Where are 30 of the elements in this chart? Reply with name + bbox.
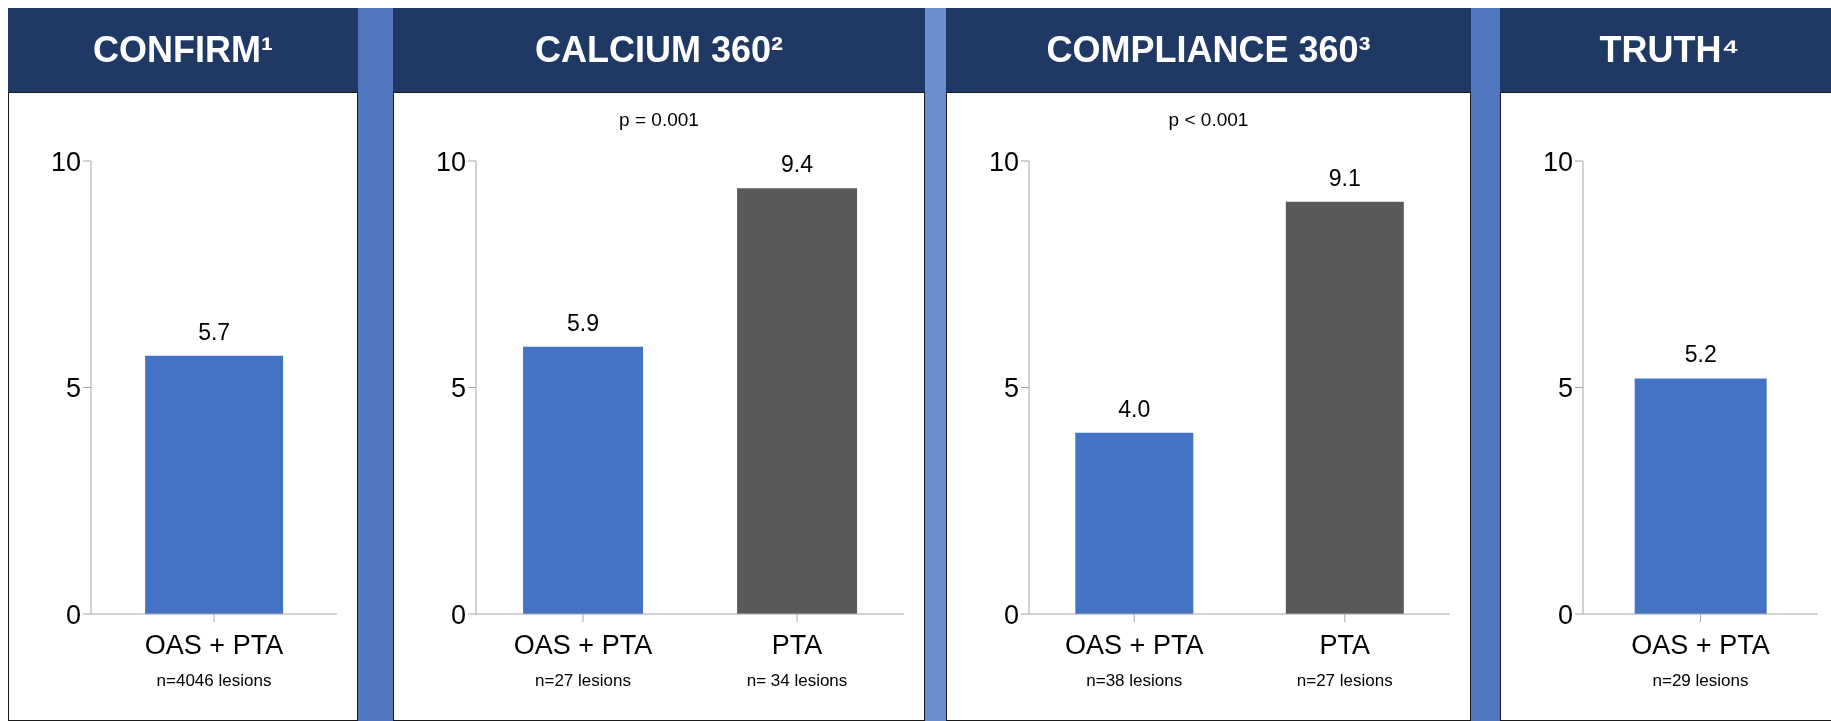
data-label: 5.2 — [1684, 341, 1717, 368]
text: p < 0.001 — [1167, 109, 1250, 131]
data-label: 9.4 — [781, 151, 814, 178]
x-tick-label: OAS + PTA n=4046 lesions — [144, 630, 284, 690]
x-tick-label: PTA n=27 lesions — [1296, 630, 1393, 690]
y-tick-label: 5 — [1557, 373, 1573, 404]
y-tick-label: 10 — [1542, 146, 1573, 177]
y-tick-label: 5 — [450, 373, 466, 404]
y-tick-label: 10 — [435, 146, 466, 177]
y-tick-label: 0 — [1557, 599, 1573, 630]
chart-title: TRUTH⁴ — [1500, 8, 1831, 92]
data-label: 4.0 — [1118, 395, 1151, 422]
x-tick-label: OAS + PTA n=38 lesions — [1065, 630, 1204, 690]
y-tick-label: 10 — [50, 146, 81, 177]
chart-title: COMPLIANCE 360³ — [946, 8, 1471, 92]
y-tick-label: 0 — [450, 599, 466, 630]
x-tick-label: OAS + PTA n=29 lesions — [1631, 630, 1770, 690]
y-tick-label: 5 — [65, 373, 81, 404]
x-tick-label: PTA n= 34 lesions — [746, 630, 848, 690]
y-tick-label: 0 — [65, 599, 81, 630]
data-label: 5.7 — [198, 318, 231, 345]
x-tick-label: OAS + PTA n=27 lesions — [513, 630, 653, 690]
y-tick-label: 0 — [1003, 599, 1019, 630]
data-label: 9.1 — [1328, 164, 1361, 191]
data-label: 5.9 — [567, 309, 600, 336]
text: p = 0.001 — [618, 109, 700, 131]
y-tick-label: 10 — [988, 146, 1019, 177]
chart-title: CONFIRM¹ — [8, 8, 358, 92]
chart-title: CALCIUM 360² — [393, 8, 925, 92]
y-tick-label: 5 — [1003, 373, 1019, 404]
